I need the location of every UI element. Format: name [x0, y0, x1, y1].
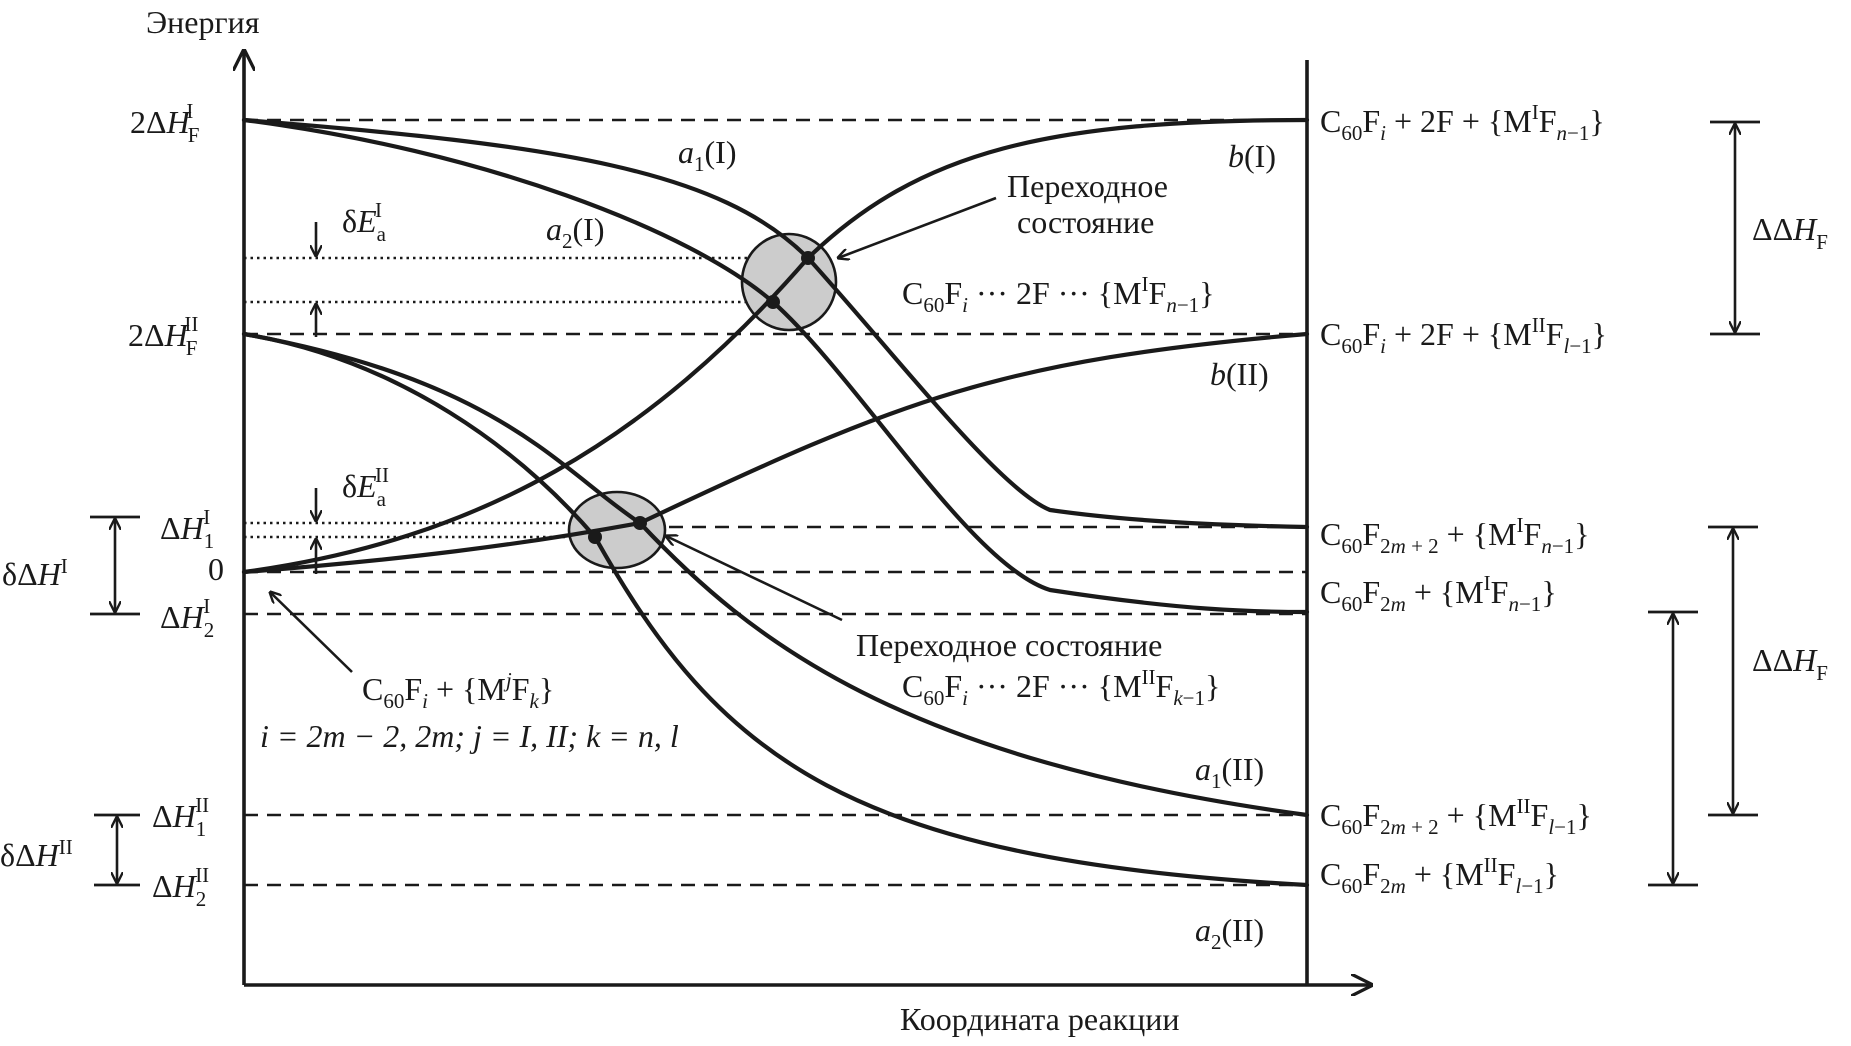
label-2dHF-I: 2ΔHFI: [130, 99, 199, 147]
label-2dHF-II: 2ΔHFII: [128, 312, 198, 360]
label-ddH-II: δΔHII: [0, 835, 73, 873]
ts-lower-pointer: [666, 536, 843, 622]
ts-node-lower-1: [633, 516, 647, 530]
transition-state-lower: [567, 490, 667, 570]
curve-b-I: [241, 117, 1310, 575]
curve-a2-II: [241, 331, 1310, 888]
right-level-1: C60Fi + 2F + {MIFn−1}: [1320, 100, 1605, 145]
curve-label-a2-II: a2(II): [1195, 912, 1264, 954]
bracket-ddH-I: [90, 515, 140, 616]
right-level-2: C60Fi + 2F + {MIIFl−1}: [1320, 313, 1607, 358]
ts-node-lower-2: [588, 530, 602, 544]
label-dH2-II: ΔH2II: [152, 863, 209, 911]
reactant-formula: C60Fi + {MjFk}: [362, 668, 554, 713]
curve-a1-I: [241, 117, 1310, 530]
curve-label-a1-I: a1(I): [678, 134, 736, 176]
label-dEa-I: δEaI: [342, 198, 387, 246]
right-level-5: C60F2m + 2 + {MIIFl−1}: [1320, 794, 1592, 839]
bracket-ddHF-lower-left: [1648, 610, 1698, 887]
curve-a1-II: [241, 331, 1310, 818]
reactant-pointer: [270, 592, 353, 673]
right-level-3: C60F2m + 2 + {MIFn−1}: [1320, 513, 1590, 558]
curve-label-a1-II: a1(II): [1195, 751, 1264, 793]
label-ddH-I: δΔHI: [2, 554, 68, 592]
label-dH1-II: ΔH1II: [152, 793, 209, 841]
curve-label-b-I: b(I): [1228, 138, 1276, 174]
label-dEa-II: δEaII: [342, 463, 389, 511]
curve-label-a2-I: a2(I): [546, 211, 604, 253]
ts-lower-formula: C60Fi ··· 2F ··· {MIIFk−1}: [902, 665, 1220, 710]
right-level-6: C60F2m + {MIIFl−1}: [1320, 853, 1559, 898]
ts-upper-title-1: Переходное: [1007, 168, 1168, 204]
right-level-4: C60F2m + {MIFn−1}: [1320, 571, 1557, 616]
ts-upper-title-2: состояние: [1017, 204, 1154, 240]
ts-upper-pointer: [838, 196, 997, 258]
label-zero: 0: [208, 551, 224, 587]
energy-levels: [244, 118, 1307, 887]
bracket-ddHF-lower-right: [1708, 525, 1758, 817]
curves: [241, 117, 1310, 888]
curve-a2-I: [241, 117, 1310, 615]
label-ddHF-lower: ΔΔHF: [1752, 642, 1828, 685]
ts-node-upper-2: [766, 295, 780, 309]
bracket-ddHF-upper: [1710, 120, 1760, 336]
bracket-ddH-II: [94, 813, 140, 887]
reactant-indices: i = 2m − 2, 2m; j = I, II; k = n, l: [260, 718, 679, 754]
ts-lower-title: Переходное состояние: [856, 627, 1162, 663]
label-dH2-I: ΔH2I: [160, 594, 214, 642]
label-dH1-I: ΔH1I: [160, 505, 214, 553]
curve-label-b-II: b(II): [1210, 356, 1269, 392]
curve-b-II: [241, 331, 1310, 575]
x-axis-label: Координата реакции: [900, 1001, 1180, 1037]
ts-node-upper-1: [801, 251, 815, 265]
ts-upper-formula: C60Fi ··· 2F ··· {MIFn−1}: [902, 272, 1215, 317]
label-ddHF-upper: ΔΔHF: [1752, 211, 1828, 254]
y-axis-label: Энергия: [146, 4, 260, 40]
